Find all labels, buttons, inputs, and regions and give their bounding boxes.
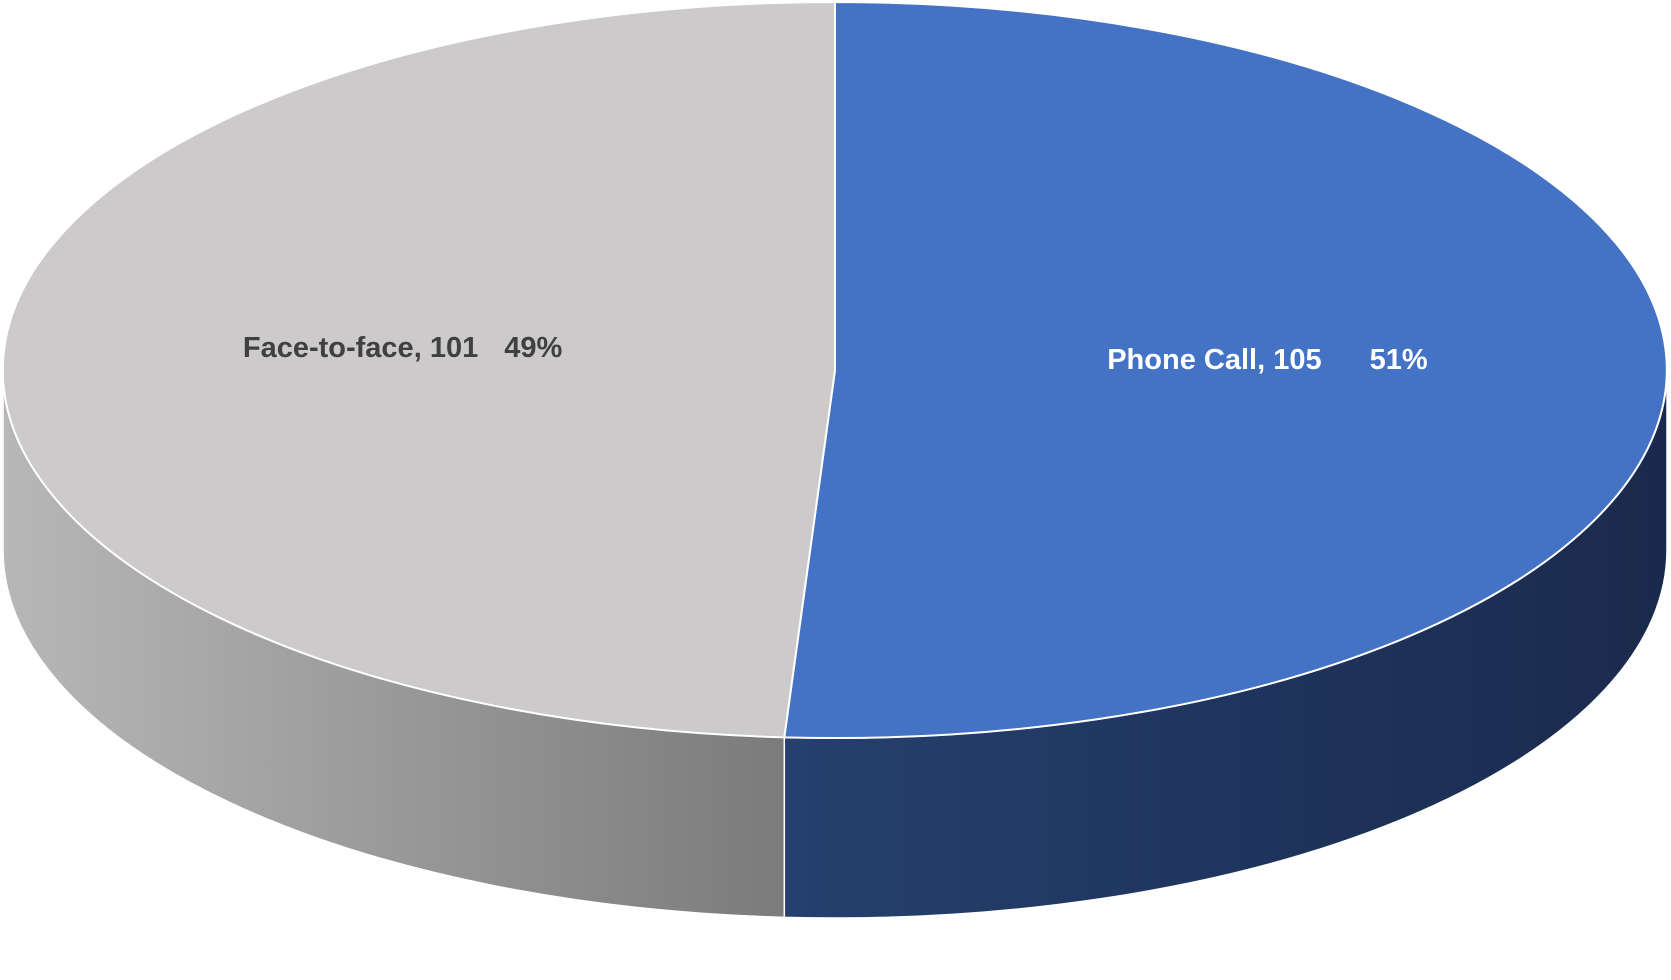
data-label-percent: 51%	[1370, 343, 1428, 375]
data-label-category: Phone Call	[1107, 343, 1257, 375]
data-label-face-to-face: Face-to-face, 101 49%	[243, 332, 563, 364]
data-label-value: 105	[1273, 343, 1321, 375]
data-label-value: 101	[430, 332, 478, 364]
pie-tops	[1, 1, 1668, 739]
pie-slice-phone-call	[783, 1, 1668, 739]
pie-slice-face-to-face	[1, 1, 836, 739]
pie-labels: Phone Call, 105 51%Face-to-face, 101 49%	[243, 332, 1428, 376]
data-label-percent: 49%	[504, 332, 562, 364]
data-label-category: Face-to-face	[243, 332, 414, 364]
data-label-phone-call: Phone Call, 105 51%	[1107, 343, 1428, 375]
